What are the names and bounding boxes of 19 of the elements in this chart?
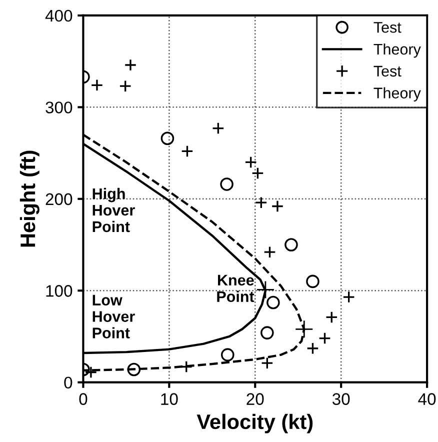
y-tick-label: 200 bbox=[46, 193, 72, 206]
legend-label: Theory bbox=[374, 87, 421, 102]
x-tick-label: 40 bbox=[418, 393, 436, 405]
annotation: Low Hover Point bbox=[92, 294, 135, 338]
y-tick-label: 0 bbox=[64, 376, 72, 389]
legend-label: Theory bbox=[374, 43, 421, 58]
x-tick-label: 30 bbox=[332, 393, 350, 405]
x-tick-label: 20 bbox=[246, 393, 264, 405]
x-tick-label: 0 bbox=[79, 393, 88, 405]
y-tick-label: 400 bbox=[45, 10, 72, 22]
y-tick-label: 100 bbox=[46, 285, 72, 297]
legend-label: Test bbox=[374, 66, 402, 77]
annotation: Knee Point bbox=[217, 274, 254, 302]
x-tick-label: 10 bbox=[161, 393, 178, 405]
x-axis-title: Velocity (kt) bbox=[196, 414, 313, 434]
annotation: High Hover Point bbox=[92, 188, 135, 232]
y-tick-label: 300 bbox=[46, 102, 72, 114]
y-axis-title: Height (ft) bbox=[20, 150, 40, 247]
legend-label: Test bbox=[374, 22, 402, 33]
